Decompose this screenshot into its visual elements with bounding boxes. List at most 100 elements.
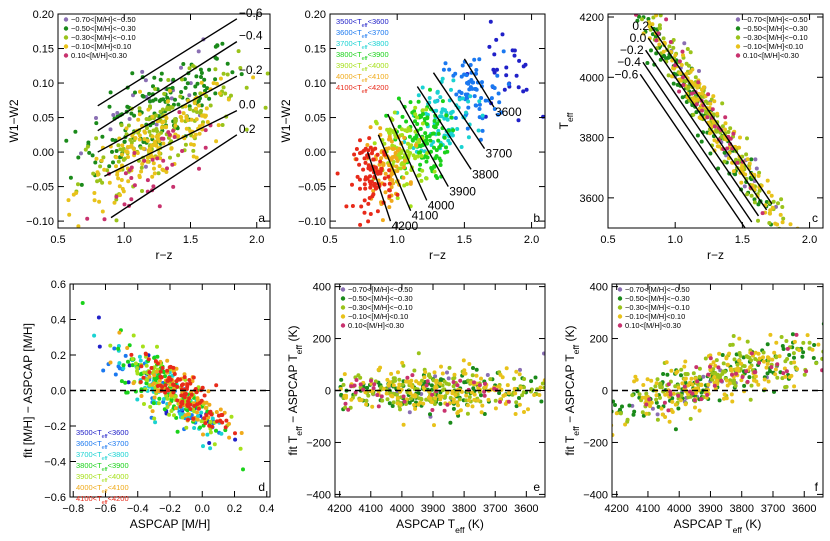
data-point <box>804 369 809 374</box>
y-axis-label: Teff <box>557 112 575 129</box>
data-point <box>748 365 753 370</box>
data-point <box>516 118 521 123</box>
data-point <box>179 383 184 388</box>
panel-a: −0.6−0.4−0.20.00.20.5 1.0 1.5 2.0−0.10−0.05… <box>7 6 271 262</box>
data-point <box>451 380 456 385</box>
data-point <box>161 136 166 141</box>
data-point <box>386 382 391 387</box>
data-point <box>472 397 477 402</box>
data-point <box>444 113 449 118</box>
data-point <box>663 415 668 419</box>
data-point <box>140 93 145 98</box>
data-point <box>734 367 739 372</box>
x-axis-label: ASPCAP [M/H] <box>130 517 210 531</box>
data-point <box>135 397 140 402</box>
data-point <box>693 405 697 410</box>
data-point <box>362 156 367 161</box>
data-point <box>722 150 727 155</box>
data-point <box>637 392 642 397</box>
data-point <box>162 91 167 96</box>
data-point <box>131 333 136 338</box>
data-point <box>406 126 411 131</box>
data-point <box>165 95 170 100</box>
data-point <box>676 385 681 390</box>
plot-frame <box>57 13 271 229</box>
data-point <box>716 166 721 171</box>
data-point <box>387 194 392 199</box>
data-point <box>679 63 684 67</box>
scatter-points-a <box>64 37 270 228</box>
data-point <box>661 372 666 376</box>
data-point <box>156 401 161 406</box>
data-point <box>771 199 776 204</box>
data-point <box>146 357 151 362</box>
data-point <box>744 369 749 374</box>
data-point <box>238 66 243 70</box>
data-point <box>790 264 794 268</box>
data-point <box>633 374 638 379</box>
data-point <box>461 358 466 363</box>
data-point <box>151 143 156 148</box>
data-point <box>126 179 131 184</box>
data-point <box>747 355 752 360</box>
data-point <box>634 14 638 17</box>
x-tick-label: 3900 <box>698 503 722 515</box>
data-point <box>145 159 150 164</box>
data-point <box>117 361 122 366</box>
data-point <box>801 340 806 345</box>
data-point <box>643 10 647 14</box>
data-point <box>492 107 497 111</box>
data-point <box>424 134 429 139</box>
data-point <box>513 391 518 396</box>
data-point <box>604 413 608 417</box>
data-point <box>453 116 458 120</box>
data-point <box>678 398 683 403</box>
data-point <box>400 114 405 119</box>
x-tick-label: 1.5 <box>183 234 198 246</box>
data-point <box>479 376 483 381</box>
data-point <box>165 368 170 373</box>
data-point <box>539 399 544 404</box>
data-point <box>686 63 691 68</box>
data-point <box>423 131 428 136</box>
legend-entry: 3600<Teff<3700 <box>76 439 129 451</box>
data-point <box>85 144 90 149</box>
data-point <box>143 164 148 169</box>
data-point <box>221 85 226 90</box>
data-point <box>457 97 462 102</box>
data-point <box>655 1 659 5</box>
data-point <box>742 184 747 189</box>
line-label: 3900 <box>449 185 476 199</box>
data-point <box>668 379 673 384</box>
data-point <box>467 395 472 400</box>
data-point <box>318 388 322 392</box>
data-point <box>172 372 177 376</box>
data-point <box>397 377 402 382</box>
data-point <box>745 136 749 141</box>
data-point <box>454 92 459 97</box>
data-point <box>683 359 688 364</box>
y-tick-label: 0.15 <box>305 44 326 56</box>
data-point <box>182 77 187 82</box>
data-point <box>94 121 99 126</box>
data-point <box>810 347 815 352</box>
data-point <box>693 75 698 80</box>
data-point <box>518 385 523 390</box>
data-point <box>654 51 659 56</box>
data-point <box>303 406 307 410</box>
data-point <box>581 410 585 414</box>
legend-marker <box>735 53 741 58</box>
data-point <box>123 380 128 385</box>
data-point <box>189 392 194 397</box>
data-point <box>95 179 100 184</box>
data-point <box>482 393 487 398</box>
data-point <box>143 351 148 356</box>
data-point <box>781 216 786 221</box>
data-point <box>155 129 160 134</box>
legend-marker <box>617 287 623 292</box>
data-point <box>451 384 456 389</box>
x-axis-label: r−z <box>429 248 446 262</box>
data-point <box>94 116 98 120</box>
data-point <box>720 101 725 106</box>
data-point <box>689 376 694 381</box>
